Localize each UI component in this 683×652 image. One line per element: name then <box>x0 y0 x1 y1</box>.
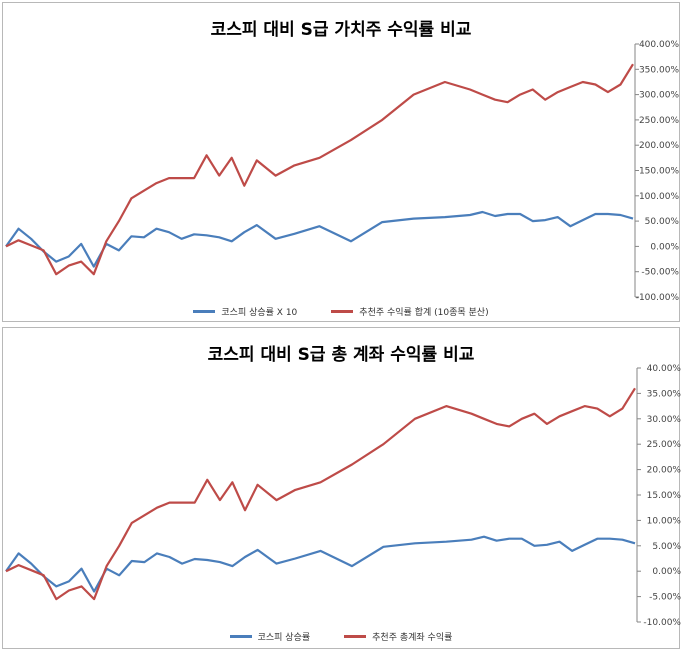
y-tick-label: 300.00% <box>639 91 679 101</box>
y-tick-label: -5.00% <box>649 593 681 603</box>
y-tick-label: 25.00% <box>647 440 681 450</box>
legend-label: 추천주 총계좌 수익률 <box>372 633 453 643</box>
y-tick-label: 35.00% <box>647 389 681 399</box>
legend-label: 코스피 상승률 <box>257 633 311 643</box>
legend-label: 코스피 상승률 X 10 <box>221 308 298 318</box>
series-line-recommended <box>5 387 636 601</box>
legend-item-kospi: 코스피 상승률 <box>229 630 311 643</box>
y-tick-label: 0.00% <box>650 242 679 252</box>
legend-swatch-blue <box>193 310 216 313</box>
chart-title: 코스피 대비 S급 가치주 수익률 비교 <box>210 20 472 40</box>
y-tick-label: 0.00% <box>652 567 681 577</box>
y-tick-label: 150.00% <box>639 167 679 177</box>
y-tick-label: 20.00% <box>647 466 681 476</box>
chart-plot-area: 400.00% 350.00% 300.00% 250.00% 200.00% 150.0… <box>5 40 680 303</box>
chart-title: 코스피 대비 S급 총 계좌 수익률 비교 <box>207 345 475 365</box>
legend-swatch-red <box>331 310 354 313</box>
y-tick-label: -100.00% <box>636 293 680 303</box>
chart-legend: 코스피 상승률 X 10 추천주 수익률 합계 (10종목 분산) <box>3 305 679 318</box>
y-tick-label: 10.00% <box>647 516 681 526</box>
series-line-kospi <box>5 535 636 593</box>
chart-panel-2: 코스피 대비 S급 총 계좌 수익률 비교 40.00% 35.00% 30.00%… <box>2 327 681 649</box>
y-tick-label: 350.00% <box>639 65 679 75</box>
legend-swatch-blue <box>229 635 252 638</box>
legend-item-recommended: 추천주 총계좌 수익률 <box>344 630 452 643</box>
y-tick-label: -50.00% <box>641 268 679 278</box>
series-line-recommended <box>5 63 634 276</box>
y-tick-label: 30.00% <box>647 415 681 425</box>
chart-legend: 코스피 상승률 추천주 총계좌 수익률 <box>3 630 679 643</box>
y-tick-label: 250.00% <box>639 116 679 126</box>
y-tick-label: 100.00% <box>639 192 679 202</box>
y-tick-label: 40.00% <box>647 364 681 374</box>
chart-panel-1: 코스피 대비 S급 가치주 수익률 비교 400.00% 350.00% 300.0… <box>2 2 680 322</box>
chart-plot-area: 40.00% 35.00% 30.00% 25.00% 20.00% 15.00% 10.0… <box>5 364 681 628</box>
y-tick-label: -10.00% <box>643 618 681 628</box>
y-tick-label: 400.00% <box>639 40 679 50</box>
y-tick-label: 15.00% <box>647 491 681 501</box>
legend-item-kospi: 코스피 상승률 X 10 <box>193 305 297 318</box>
legend-item-recommended: 추천주 수익률 합계 (10종목 분산) <box>331 305 489 318</box>
y-tick-label: 200.00% <box>639 141 679 151</box>
legend-swatch-red <box>344 635 367 638</box>
legend-label: 추천주 수익률 합계 (10종목 분산) <box>359 308 489 318</box>
y-tick-label: 5.00% <box>652 542 681 552</box>
y-tick-label: 50.00% <box>645 217 680 227</box>
series-line-kospi <box>5 210 634 268</box>
